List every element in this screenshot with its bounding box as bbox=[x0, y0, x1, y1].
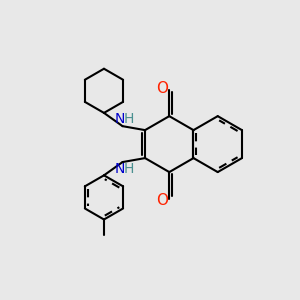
Text: N: N bbox=[114, 112, 125, 126]
Text: O: O bbox=[156, 81, 168, 96]
Text: H: H bbox=[124, 162, 134, 176]
Text: O: O bbox=[156, 193, 168, 208]
Text: H: H bbox=[124, 112, 134, 126]
Text: N: N bbox=[114, 162, 125, 176]
